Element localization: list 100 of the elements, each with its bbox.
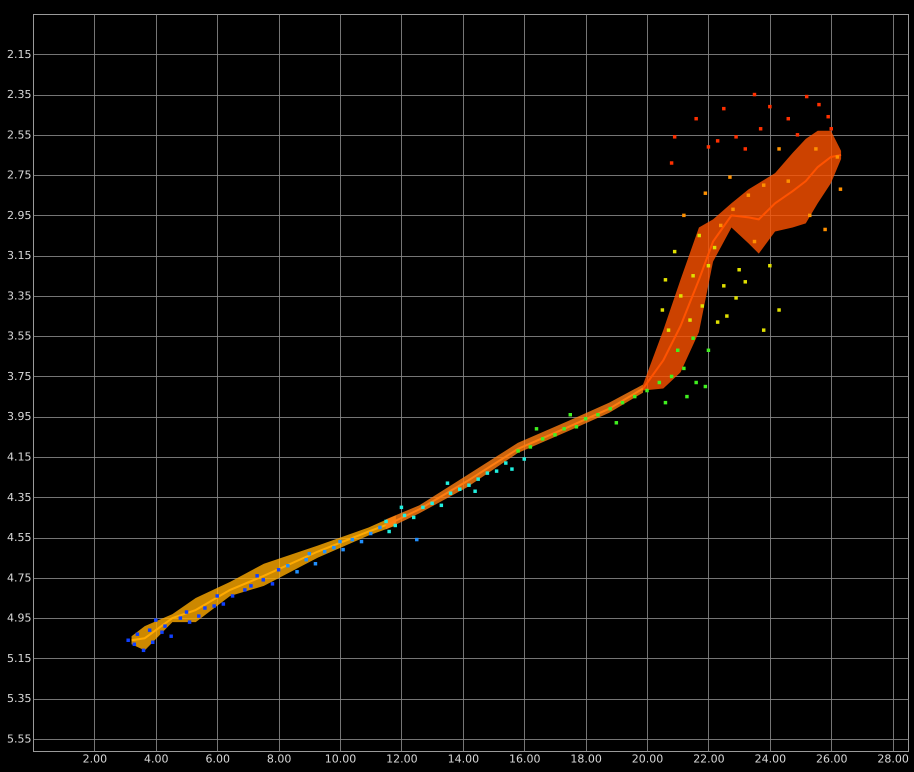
point (394, 524, 398, 528)
point (197, 614, 201, 618)
point (384, 520, 388, 524)
y-tick-label: 4.15 (7, 450, 32, 464)
point (243, 588, 247, 592)
point (679, 294, 683, 298)
point (768, 264, 772, 268)
point (722, 284, 726, 288)
y-tick-label: 2.55 (7, 128, 32, 142)
point (666, 328, 670, 332)
point (664, 278, 668, 282)
y-tick-label: 3.15 (7, 249, 32, 262)
point (446, 481, 450, 485)
point (796, 133, 800, 137)
point (412, 516, 416, 520)
point (691, 336, 695, 340)
point (817, 102, 821, 106)
point (694, 116, 698, 120)
point (700, 304, 704, 308)
point (154, 618, 158, 622)
point (148, 628, 152, 632)
x-tick-label: 24.00 (754, 752, 786, 766)
point (322, 550, 326, 554)
point (276, 568, 280, 572)
x-tick-label: 26.00 (816, 752, 848, 766)
point (596, 412, 600, 416)
x-tick-label: 8.00 (266, 752, 292, 766)
point (494, 469, 498, 473)
x-tick-label: 18.00 (570, 752, 602, 766)
point (744, 280, 748, 284)
point (620, 400, 624, 404)
point (633, 394, 636, 398)
point (814, 147, 818, 151)
point (758, 127, 762, 131)
point (836, 155, 840, 159)
point (762, 328, 766, 332)
point (448, 492, 452, 495)
point (614, 421, 618, 425)
point (746, 194, 750, 197)
point (744, 147, 748, 151)
point (160, 630, 164, 634)
point (691, 274, 695, 278)
point (734, 296, 738, 300)
point (734, 135, 738, 139)
point (255, 574, 259, 578)
point (230, 594, 234, 598)
point (178, 616, 182, 620)
point (151, 640, 154, 644)
point (504, 461, 508, 465)
point (400, 506, 404, 510)
point (473, 490, 477, 493)
point (341, 548, 345, 552)
point (516, 449, 520, 453)
point (262, 578, 265, 582)
y-tick-label: 5.55 (7, 732, 32, 746)
point (725, 314, 729, 318)
point (722, 106, 726, 110)
point (574, 425, 578, 429)
point (786, 179, 790, 183)
point (712, 246, 716, 250)
point (737, 268, 741, 272)
point (368, 532, 372, 536)
point (728, 175, 732, 179)
point (415, 538, 419, 542)
point (142, 648, 146, 652)
point (762, 183, 766, 187)
point (706, 145, 710, 149)
x-tick-label: 20.00 (632, 752, 664, 766)
point (672, 250, 676, 254)
x-tick-label: 14.00 (448, 752, 480, 766)
point (704, 191, 708, 195)
point (126, 638, 130, 642)
point (476, 477, 480, 481)
point (458, 487, 462, 491)
y-tick-label: 2.35 (7, 88, 32, 102)
point (786, 116, 790, 120)
point (804, 94, 808, 98)
point (768, 104, 772, 108)
y-tick-label: 3.35 (7, 289, 32, 302)
point (562, 427, 566, 431)
point (716, 320, 720, 324)
point (203, 606, 207, 610)
point (608, 406, 612, 410)
point (704, 384, 708, 388)
point (430, 502, 434, 506)
point (332, 546, 336, 550)
y-tick-label: 4.35 (7, 490, 32, 504)
point (132, 642, 136, 646)
point (304, 558, 308, 562)
point (716, 139, 720, 143)
point (718, 224, 722, 228)
point (645, 388, 649, 392)
x-tick-label: 2.00 (82, 752, 108, 766)
point (215, 594, 219, 598)
x-tick-label: 12.00 (386, 752, 418, 766)
point (540, 437, 544, 441)
y-tick-label: 4.95 (7, 612, 32, 625)
y-tick-label: 3.95 (7, 410, 32, 424)
x-tick-label: 22.00 (693, 752, 725, 766)
point (553, 433, 557, 437)
